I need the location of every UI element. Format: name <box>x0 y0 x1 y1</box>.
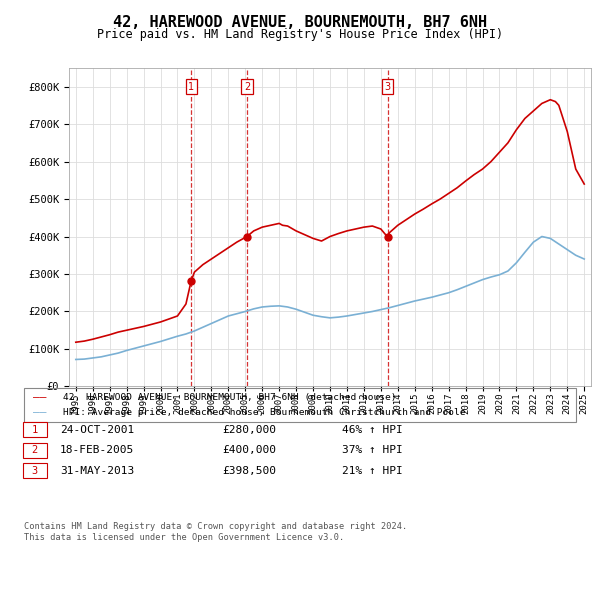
Text: ——: —— <box>33 392 47 402</box>
Text: £400,000: £400,000 <box>222 445 276 455</box>
Text: 42, HAREWOOD AVENUE, BOURNEMOUTH, BH7 6NH (detached house): 42, HAREWOOD AVENUE, BOURNEMOUTH, BH7 6N… <box>63 393 397 402</box>
Text: 42, HAREWOOD AVENUE, BOURNEMOUTH, BH7 6NH: 42, HAREWOOD AVENUE, BOURNEMOUTH, BH7 6N… <box>113 15 487 30</box>
Text: 3: 3 <box>385 81 391 91</box>
Text: £398,500: £398,500 <box>222 466 276 476</box>
Text: 1: 1 <box>32 425 38 434</box>
Text: 21% ↑ HPI: 21% ↑ HPI <box>342 466 403 476</box>
Text: 3: 3 <box>32 466 38 476</box>
Text: Price paid vs. HM Land Registry's House Price Index (HPI): Price paid vs. HM Land Registry's House … <box>97 28 503 41</box>
Text: 37% ↑ HPI: 37% ↑ HPI <box>342 445 403 455</box>
Text: 2: 2 <box>32 445 38 455</box>
Text: 18-FEB-2005: 18-FEB-2005 <box>60 445 134 455</box>
Text: 24-OCT-2001: 24-OCT-2001 <box>60 425 134 434</box>
Text: 1: 1 <box>188 81 194 91</box>
Text: 2: 2 <box>244 81 250 91</box>
Text: HPI: Average price, detached house, Bournemouth Christchurch and Poole: HPI: Average price, detached house, Bour… <box>63 408 466 417</box>
Text: ——: —— <box>33 407 47 417</box>
Text: £280,000: £280,000 <box>222 425 276 434</box>
Text: 31-MAY-2013: 31-MAY-2013 <box>60 466 134 476</box>
Text: Contains HM Land Registry data © Crown copyright and database right 2024.
This d: Contains HM Land Registry data © Crown c… <box>24 522 407 542</box>
Text: 46% ↑ HPI: 46% ↑ HPI <box>342 425 403 434</box>
